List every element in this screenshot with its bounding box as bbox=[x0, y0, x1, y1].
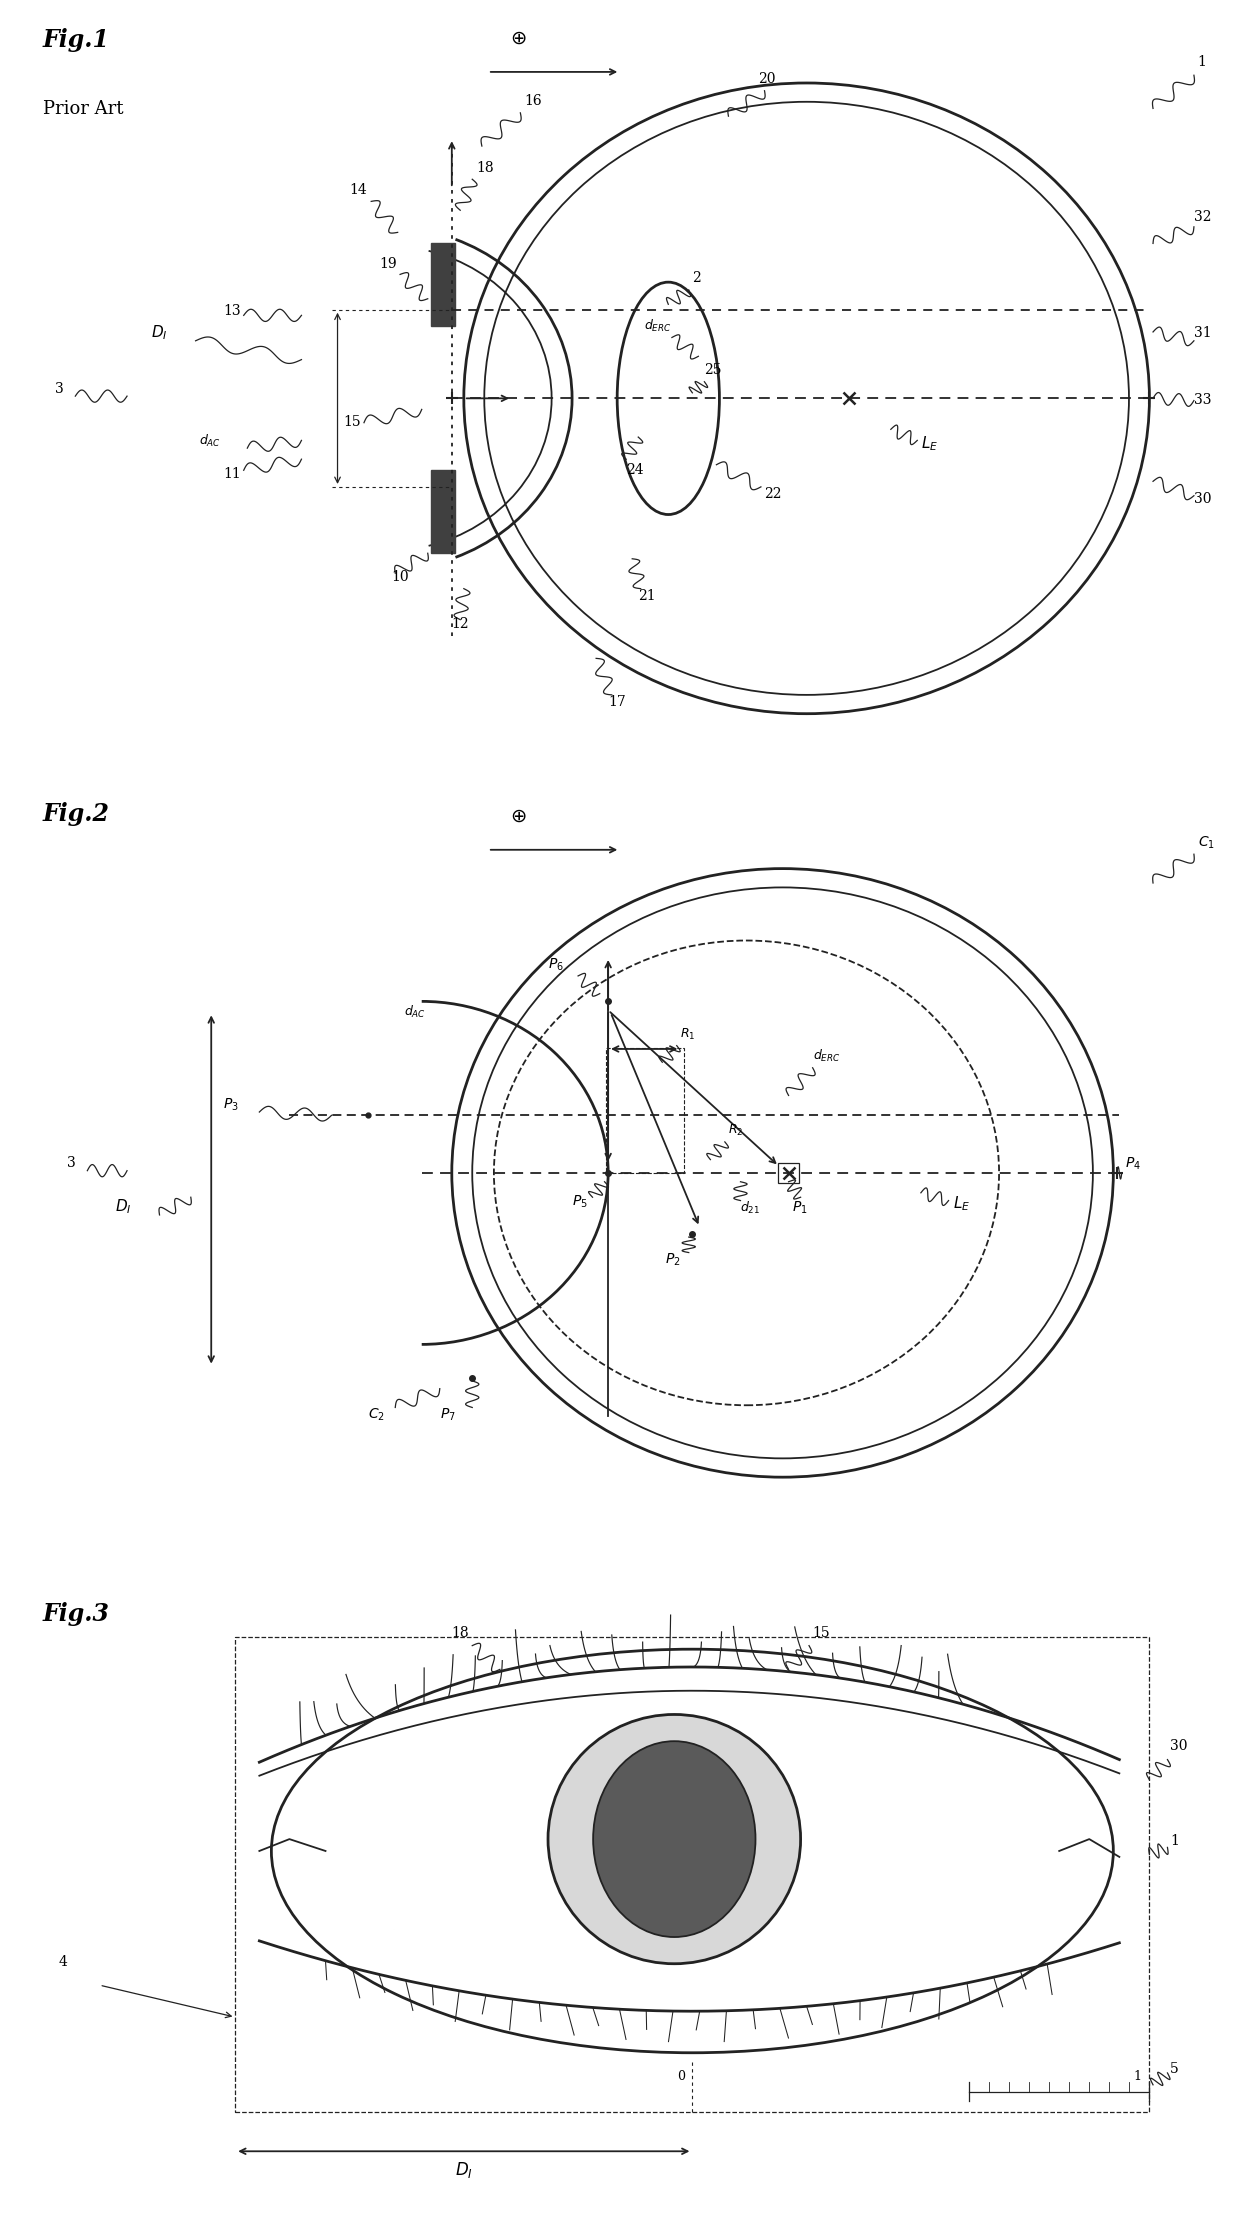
Text: 3: 3 bbox=[67, 1157, 76, 1171]
Text: 30: 30 bbox=[1169, 1739, 1188, 1753]
Text: $D_I$: $D_I$ bbox=[115, 1197, 131, 1217]
Text: 13: 13 bbox=[223, 305, 241, 319]
Ellipse shape bbox=[593, 1742, 755, 1936]
Text: 14: 14 bbox=[350, 184, 367, 197]
Text: 2: 2 bbox=[692, 272, 701, 285]
Text: 12: 12 bbox=[451, 617, 470, 631]
Text: 20: 20 bbox=[759, 73, 776, 86]
Text: 10: 10 bbox=[392, 571, 409, 584]
Text: $\oplus$: $\oplus$ bbox=[510, 29, 526, 49]
Text: Fig.1: Fig.1 bbox=[43, 29, 110, 51]
Text: 1: 1 bbox=[1133, 2069, 1142, 2082]
Text: $\oplus$: $\oplus$ bbox=[510, 808, 526, 825]
Text: 18: 18 bbox=[476, 162, 494, 175]
Text: $P_2$: $P_2$ bbox=[665, 1253, 681, 1268]
Text: 17: 17 bbox=[608, 695, 626, 708]
Text: 22: 22 bbox=[765, 487, 782, 500]
Text: $P_5$: $P_5$ bbox=[572, 1195, 588, 1211]
Text: 32: 32 bbox=[1194, 210, 1211, 224]
Text: 25: 25 bbox=[704, 363, 722, 376]
Text: 4: 4 bbox=[58, 1954, 67, 1970]
Text: $C_1$: $C_1$ bbox=[1198, 834, 1214, 850]
Text: $R_2$: $R_2$ bbox=[728, 1124, 744, 1137]
Text: $P_6$: $P_6$ bbox=[548, 956, 564, 972]
Bar bbox=[777, 1164, 800, 1182]
Text: 30: 30 bbox=[1194, 493, 1211, 507]
Text: 1: 1 bbox=[1198, 55, 1207, 69]
Text: 1: 1 bbox=[1169, 1835, 1179, 1848]
Text: $P_3$: $P_3$ bbox=[223, 1098, 239, 1113]
Bar bbox=[432, 471, 455, 553]
Text: 0: 0 bbox=[677, 2069, 684, 2082]
Text: $P_4$: $P_4$ bbox=[1126, 1155, 1141, 1171]
Text: $C_2$: $C_2$ bbox=[367, 1407, 384, 1423]
Text: 19: 19 bbox=[379, 257, 397, 270]
Text: $L_E$: $L_E$ bbox=[921, 434, 939, 454]
Text: $d_{21}$: $d_{21}$ bbox=[740, 1199, 760, 1215]
Text: $d_{ERC}$: $d_{ERC}$ bbox=[645, 319, 672, 334]
Text: Fig.2: Fig.2 bbox=[43, 803, 110, 825]
Bar bbox=[432, 243, 455, 325]
Text: $P_7$: $P_7$ bbox=[440, 1407, 455, 1423]
Text: $d_{ERC}$: $d_{ERC}$ bbox=[812, 1049, 841, 1064]
Text: 33: 33 bbox=[1194, 394, 1211, 407]
Text: $d_{AC}$: $d_{AC}$ bbox=[404, 1005, 425, 1020]
Text: $D_I$: $D_I$ bbox=[455, 2160, 472, 2180]
Text: $R_1$: $R_1$ bbox=[681, 1027, 696, 1042]
Text: 18: 18 bbox=[451, 1627, 470, 1640]
Text: $d_{AC}$: $d_{AC}$ bbox=[200, 434, 221, 449]
Circle shape bbox=[548, 1715, 801, 1963]
Bar bbox=[606, 1049, 684, 1173]
Text: 16: 16 bbox=[525, 95, 542, 108]
Text: 15: 15 bbox=[343, 416, 361, 429]
Text: $L_E$: $L_E$ bbox=[954, 1195, 971, 1213]
Ellipse shape bbox=[272, 1649, 1114, 2054]
Text: $P_1$: $P_1$ bbox=[792, 1199, 807, 1215]
Text: 11: 11 bbox=[223, 467, 241, 480]
Text: 15: 15 bbox=[812, 1627, 831, 1640]
Text: 31: 31 bbox=[1194, 328, 1211, 341]
Text: 21: 21 bbox=[639, 589, 656, 602]
Bar bbox=[236, 1638, 1149, 2111]
Text: 3: 3 bbox=[55, 383, 63, 396]
Text: $D_I$: $D_I$ bbox=[151, 323, 167, 343]
Text: 24: 24 bbox=[626, 463, 644, 476]
Text: Prior Art: Prior Art bbox=[43, 100, 123, 117]
Text: 5: 5 bbox=[1169, 2063, 1178, 2076]
Text: Fig.3: Fig.3 bbox=[43, 1602, 110, 1627]
